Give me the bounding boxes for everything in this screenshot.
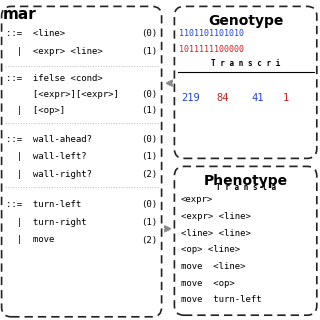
Text: move  turn-left: move turn-left bbox=[181, 295, 261, 304]
Text: (0): (0) bbox=[141, 29, 157, 38]
Text: move  <line>: move <line> bbox=[181, 262, 245, 271]
Text: (1): (1) bbox=[141, 218, 157, 227]
Text: ::=  ifelse <cond>: ::= ifelse <cond> bbox=[6, 74, 103, 83]
Text: 1011111100000: 1011111100000 bbox=[179, 45, 244, 54]
Text: |  [<op>]: | [<op>] bbox=[6, 106, 66, 115]
FancyBboxPatch shape bbox=[174, 6, 317, 158]
Text: <expr> <line>: <expr> <line> bbox=[181, 212, 251, 221]
Text: <expr>: <expr> bbox=[181, 196, 213, 204]
Text: ::=  <line>: ::= <line> bbox=[6, 29, 66, 38]
Text: T r a n s l a: T r a n s l a bbox=[216, 183, 276, 192]
Text: (1): (1) bbox=[141, 47, 157, 56]
Text: [<expr>][<expr>]: [<expr>][<expr>] bbox=[6, 90, 119, 99]
Text: |  wall-right?: | wall-right? bbox=[6, 170, 92, 179]
Text: 41: 41 bbox=[251, 92, 264, 103]
Text: (0): (0) bbox=[141, 90, 157, 99]
FancyBboxPatch shape bbox=[2, 6, 162, 317]
Text: ::=  turn-left: ::= turn-left bbox=[6, 200, 82, 209]
Text: ::=  wall-ahead?: ::= wall-ahead? bbox=[6, 135, 92, 144]
Text: (0): (0) bbox=[141, 135, 157, 144]
Text: T r a n s c r i: T r a n s c r i bbox=[211, 60, 280, 68]
Text: (1): (1) bbox=[141, 152, 157, 161]
Text: |  turn-right: | turn-right bbox=[6, 218, 87, 227]
Text: (1): (1) bbox=[141, 106, 157, 115]
Text: Genotype: Genotype bbox=[208, 14, 283, 28]
Text: (2): (2) bbox=[141, 236, 157, 244]
Text: Phenotype: Phenotype bbox=[204, 174, 288, 188]
Text: <line> <line>: <line> <line> bbox=[181, 229, 251, 238]
Text: |  wall-left?: | wall-left? bbox=[6, 152, 87, 161]
Text: 1101101101010: 1101101101010 bbox=[179, 29, 244, 38]
FancyBboxPatch shape bbox=[174, 166, 317, 315]
Text: (0): (0) bbox=[141, 200, 157, 209]
Text: |  <expr> <line>: | <expr> <line> bbox=[6, 47, 103, 56]
Text: (2): (2) bbox=[141, 170, 157, 179]
Text: move  <op>: move <op> bbox=[181, 279, 235, 288]
Text: 1: 1 bbox=[283, 92, 290, 103]
Text: <op> <line>: <op> <line> bbox=[181, 245, 240, 254]
Text: 84: 84 bbox=[216, 92, 228, 103]
Text: 219: 219 bbox=[181, 92, 200, 103]
Text: mar: mar bbox=[3, 7, 37, 22]
Text: |  move: | move bbox=[6, 236, 55, 244]
